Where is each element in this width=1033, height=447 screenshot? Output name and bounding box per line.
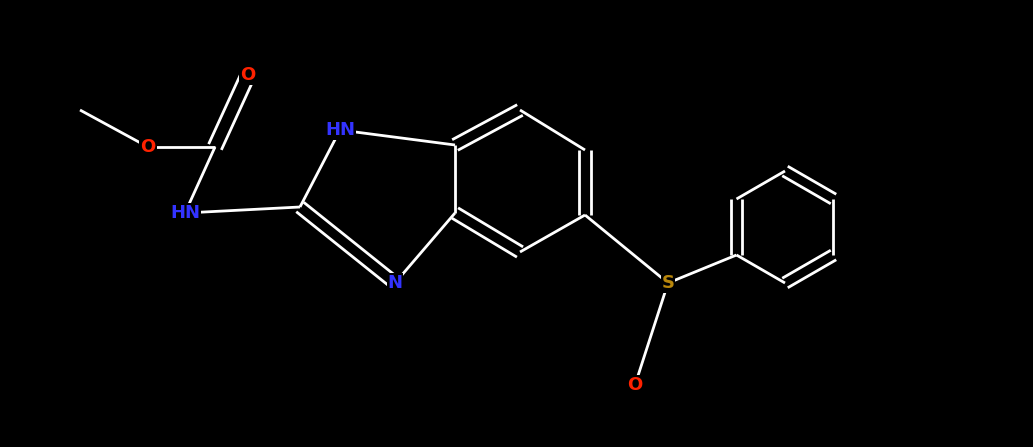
Text: O: O (241, 66, 255, 84)
Text: O: O (140, 138, 156, 156)
Text: N: N (387, 274, 403, 292)
Text: O: O (627, 376, 643, 394)
Text: HN: HN (325, 121, 355, 139)
Text: HN: HN (170, 204, 200, 222)
Text: S: S (661, 274, 675, 292)
